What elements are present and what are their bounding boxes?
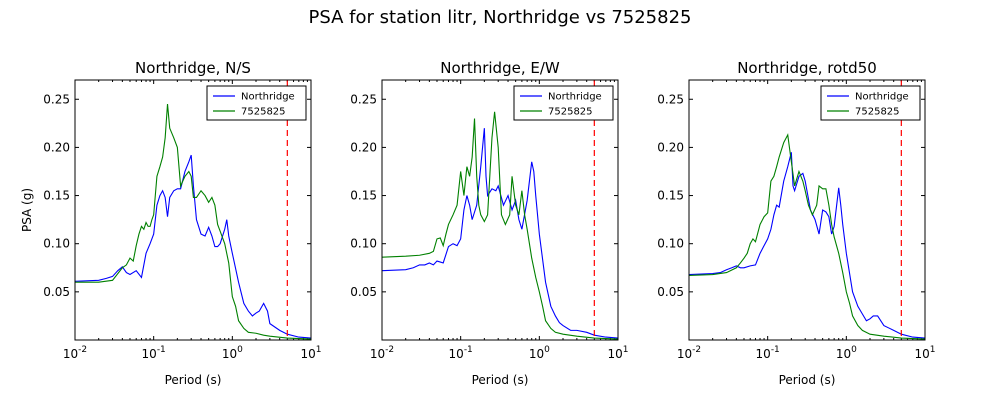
y-tick-label: 0.25 <box>43 92 70 106</box>
legend-label: 7525825 <box>241 107 286 118</box>
legend-label: 7525825 <box>855 107 900 118</box>
x-tick-label: 100 <box>529 345 550 361</box>
legend: Northridge 7525825 <box>513 85 614 121</box>
x-axis-label: Period (s) <box>779 373 836 387</box>
chart-panels: Northridge, N/S 10-2 10-1 100 101 0.05 0.10 0.1… <box>20 59 936 387</box>
x-tick-label: 100 <box>222 345 243 361</box>
legend-label: Northridge <box>241 92 295 103</box>
x-tick-label: 101 <box>300 345 321 361</box>
series-line-7525825 <box>382 111 618 340</box>
y-tick-label: 0.05 <box>657 285 684 299</box>
y-tick-label: 0.10 <box>43 237 70 251</box>
x-axis-label: Period (s) <box>472 373 529 387</box>
x-tick-label: 10-1 <box>449 345 473 361</box>
y-tick-label: 0.05 <box>43 285 70 299</box>
x-tick-label: 10-1 <box>756 345 780 361</box>
legend-box <box>820 85 921 121</box>
legend-box <box>513 85 614 121</box>
y-tick-label: 0.10 <box>657 237 684 251</box>
x-tick-label: 10-2 <box>63 345 87 361</box>
plot-frame <box>688 79 926 341</box>
figure-suptitle: PSA for station litr, Northridge vs 7525… <box>308 7 691 28</box>
y-tick-label: 0.15 <box>350 189 377 203</box>
y-tick-label: 0.05 <box>350 285 377 299</box>
y-axis-label: PSA (g) <box>20 188 34 232</box>
legend: Northridge 7525825 <box>206 85 307 121</box>
x-tick-label: 10-1 <box>142 345 166 361</box>
panel-2: Northridge, rotd50 10-2 10-1 100 101 0.05 0.10… <box>657 59 935 387</box>
legend-label: Northridge <box>855 92 909 103</box>
series-line-northridge <box>75 154 311 339</box>
y-tick-label: 0.20 <box>350 140 377 154</box>
y-tick-label: 0.20 <box>43 140 70 154</box>
y-tick-label: 0.15 <box>43 189 70 203</box>
y-tick-label: 0.25 <box>350 92 377 106</box>
y-tick-label: 0.15 <box>657 189 684 203</box>
x-axis-label: Period (s) <box>165 373 222 387</box>
x-tick-label: 10-2 <box>677 345 701 361</box>
y-tick-label: 0.10 <box>350 237 377 251</box>
series-line-northridge <box>689 152 925 339</box>
x-tick-label: 101 <box>914 345 935 361</box>
legend-box <box>206 85 307 121</box>
series-line-7525825 <box>689 133 925 340</box>
x-tick-label: 100 <box>836 345 857 361</box>
series-line-northridge <box>382 128 618 339</box>
plot-frame <box>381 79 619 341</box>
legend-label: Northridge <box>548 92 602 103</box>
x-tick-label: 10-2 <box>370 345 394 361</box>
panel-1: Northridge, E/W 10-2 10-1 100 101 0.05 0.10 0.1… <box>350 59 628 387</box>
series-line-7525825 <box>75 104 311 340</box>
panel-title: Northridge, N/S <box>135 59 251 77</box>
legend-label: 7525825 <box>548 107 593 118</box>
plot-frame <box>74 79 312 341</box>
panel-title: Northridge, E/W <box>440 59 560 77</box>
panel-0: Northridge, N/S 10-2 10-1 100 101 0.05 0.10 0.1… <box>20 59 322 387</box>
y-tick-label: 0.25 <box>657 92 684 106</box>
x-tick-label: 101 <box>607 345 628 361</box>
y-tick-label: 0.20 <box>657 140 684 154</box>
panel-title: Northridge, rotd50 <box>737 59 877 77</box>
legend: Northridge 7525825 <box>820 85 921 121</box>
